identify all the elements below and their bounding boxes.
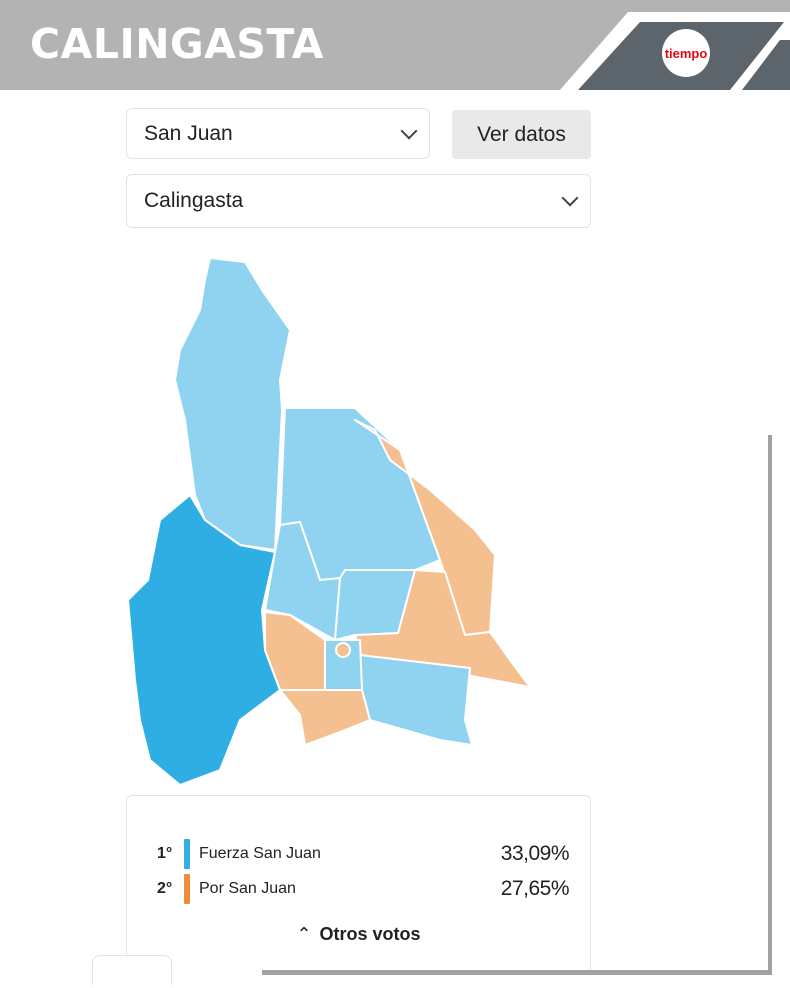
province-value: San Juan — [144, 121, 233, 145]
svg-text:tiempo: tiempo — [665, 46, 708, 61]
header-decoration: tiempo — [560, 12, 790, 90]
chevron-up-icon: ⌃ — [296, 924, 312, 944]
party-name: Fuerza San Juan — [199, 845, 321, 862]
department-map — [127, 257, 531, 786]
tiempo-logo: tiempo — [662, 29, 710, 77]
otros-votos-toggle[interactable]: ⌃ Otros votos — [127, 924, 590, 945]
frame-edge-bottom — [262, 970, 772, 975]
map-region-capital[interactable] — [324, 639, 363, 691]
map-region-east-strip[interactable] — [354, 419, 496, 636]
party-percent: 27,65% — [500, 877, 570, 900]
otros-votos-label: Otros votos — [319, 924, 421, 944]
result-rank: 1° — [157, 845, 173, 862]
map-region-capital-core[interactable] — [335, 642, 351, 658]
result-row: 2° Por San Juan 27,65% — [157, 872, 570, 906]
page-title: CALINGASTA — [30, 20, 324, 68]
province-select[interactable]: San Juan — [126, 108, 430, 159]
party-color-bar — [184, 839, 190, 869]
map-region-calingasta[interactable] — [127, 494, 281, 786]
party-color-bar — [184, 874, 190, 904]
map-region-south[interactable] — [359, 654, 473, 746]
result-rank: 2° — [157, 880, 173, 897]
department-value: Calingasta — [144, 189, 244, 212]
tab-stub — [92, 955, 172, 985]
department-select[interactable]: Calingasta — [126, 174, 591, 228]
map-region-south-orange[interactable] — [279, 687, 371, 746]
results-card: 1° Fuerza San Juan 33,09% 2° Por San Jua… — [126, 795, 591, 975]
party-percent: 33,09% — [500, 842, 570, 865]
frame-edge-right — [768, 435, 772, 975]
map-region-center[interactable] — [334, 569, 416, 641]
result-row: 1° Fuerza San Juan 33,09% — [157, 837, 570, 871]
ver-datos-button[interactable]: Ver datos — [452, 110, 591, 159]
party-name: Por San Juan — [199, 880, 296, 897]
